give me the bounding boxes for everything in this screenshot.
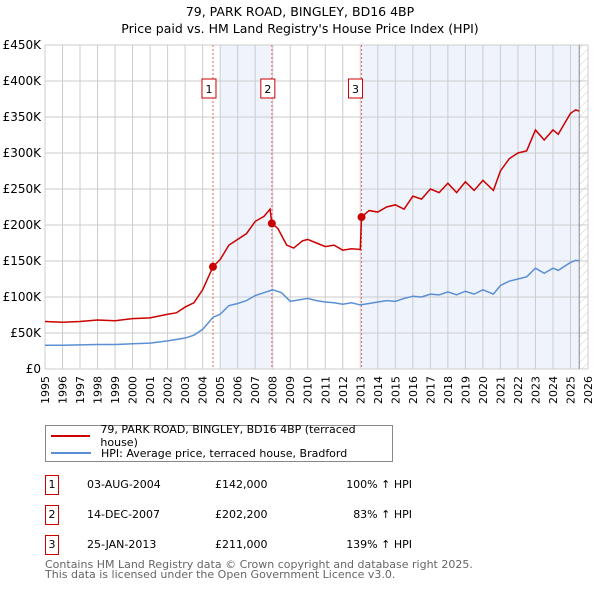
x-tick-label: 2026 <box>582 376 595 404</box>
y-tick-label: £50K <box>10 326 42 340</box>
y-tick-label: £400K <box>3 74 43 88</box>
shaded-period <box>220 45 272 369</box>
x-tick-label: 1999 <box>109 376 122 404</box>
sale-label-box <box>201 78 217 99</box>
sale-point <box>267 219 276 228</box>
transaction-row: 1 03-AUG-2004 £142,000 100% ↑ HPI <box>45 475 445 495</box>
x-tick-label: 2009 <box>284 376 297 404</box>
property-line <box>44 108 580 323</box>
transaction-hpi-change: 83% ↑ HPI <box>353 508 412 521</box>
x-tick-label: 2023 <box>529 376 542 404</box>
x-tick-label: 2015 <box>389 376 402 404</box>
footer-line-2: This data is licensed under the Open Gov… <box>45 568 396 581</box>
y-tick-label: £300K <box>3 146 43 160</box>
transaction-hpi-change: 100% ↑ HPI <box>346 478 412 491</box>
sale-label-box <box>348 78 364 99</box>
x-tick-label: 2016 <box>407 376 420 404</box>
legend-label-hpi: HPI: Average price, terraced house, Brad… <box>101 446 348 460</box>
chart-title: 79, PARK ROAD, BINGLEY, BD16 4BP <box>185 4 415 19</box>
transaction-price: £211,000 <box>215 538 268 551</box>
legend-item-hpi: HPI: Average price, terraced house, Brad… <box>51 445 347 461</box>
price-chart: 1995 1996 1997 1998 1999 2000 2001 2002 2003 2004… <box>3 38 595 404</box>
legend: 79, PARK ROAD, BINGLEY, BD16 4BP (terrac… <box>45 423 393 462</box>
footer-line-1: Contains HM Land Registry data © Crown c… <box>45 558 473 571</box>
x-tick-label: 2005 <box>214 376 227 404</box>
transaction-marker: 2 <box>45 505 59 525</box>
x-tick-label: 1995 <box>39 376 52 404</box>
x-tick-label: 2008 <box>267 376 280 404</box>
legend-item-property: 79, PARK ROAD, BINGLEY, BD16 4BP (terrac… <box>51 423 392 449</box>
legend-label-property: 79, PARK ROAD, BINGLEY, BD16 4BP (terrac… <box>100 423 356 449</box>
transaction-date: 25-JAN-2013 <box>87 538 157 551</box>
x-tick-label: 2003 <box>179 376 192 404</box>
x-tick-label: 2013 <box>354 376 367 404</box>
x-tick-label: 1997 <box>74 376 87 404</box>
x-tick-label: 2004 <box>197 376 210 404</box>
x-tick-label: 2024 <box>547 376 560 404</box>
transaction-price: £142,000 <box>215 478 268 491</box>
x-tick-label: 2000 <box>127 376 140 404</box>
y-tick-label: £350K <box>3 110 43 124</box>
sale-label: 1 <box>205 83 212 96</box>
y-tick-label: £450K <box>3 38 43 52</box>
transaction-hpi-change: 139% ↑ HPI <box>346 538 412 551</box>
y-tick-label: £200K <box>3 218 43 232</box>
shaded-period <box>361 45 580 369</box>
sale-label: 3 <box>352 83 359 96</box>
hpi-line <box>45 259 580 346</box>
x-tick-label: 1998 <box>92 376 105 404</box>
x-tick-label: 2018 <box>442 376 455 404</box>
x-tick-label: 2019 <box>459 376 472 404</box>
transaction-row: 2 14-DEC-2007 £202,200 83% ↑ HPI <box>45 505 445 525</box>
legend-swatch-property <box>51 435 91 437</box>
x-tick-label: 2006 <box>232 376 245 404</box>
x-tick-label: 2017 <box>424 376 437 404</box>
x-tick-label: 2002 <box>162 376 175 404</box>
transaction-marker: 3 <box>45 535 59 555</box>
x-tick-label: 2022 <box>512 376 525 404</box>
chart-subtitle: Price paid vs. HM Land Registry's House … <box>121 21 479 36</box>
x-tick-label: 2001 <box>144 376 157 404</box>
transaction-row: 3 25-JAN-2013 £211,000 139% ↑ HPI <box>45 535 445 555</box>
legend-swatch-hpi <box>51 452 91 454</box>
x-tick-label: 2010 <box>302 376 315 404</box>
sale-label: 2 <box>264 83 271 96</box>
y-tick-label: £100K <box>3 290 43 304</box>
x-tick-label: 2007 <box>249 376 262 404</box>
sale-label-box <box>260 78 276 99</box>
transaction-price: £202,200 <box>215 508 268 521</box>
x-tick-label: 2012 <box>337 376 350 404</box>
sale-point <box>208 262 217 271</box>
sale-point <box>357 213 366 222</box>
transaction-date: 03-AUG-2004 <box>87 478 161 491</box>
x-tick-label: 2021 <box>494 376 507 404</box>
y-tick-label: £0 <box>26 362 41 376</box>
forecast-hatch <box>579 45 588 369</box>
y-tick-label: £150K <box>3 254 43 268</box>
footer: Contains HM Land Registry data © Crown c… <box>45 558 473 581</box>
x-tick-label: 2020 <box>477 376 490 404</box>
transaction-date: 14-DEC-2007 <box>87 508 161 521</box>
y-tick-label: £250K <box>3 182 43 196</box>
x-tick-label: 1996 <box>57 376 70 404</box>
x-tick-label: 2025 <box>564 376 577 404</box>
x-tick-label: 2011 <box>319 376 332 404</box>
transaction-marker: 1 <box>45 475 59 495</box>
x-tick-label: 2014 <box>372 376 385 404</box>
